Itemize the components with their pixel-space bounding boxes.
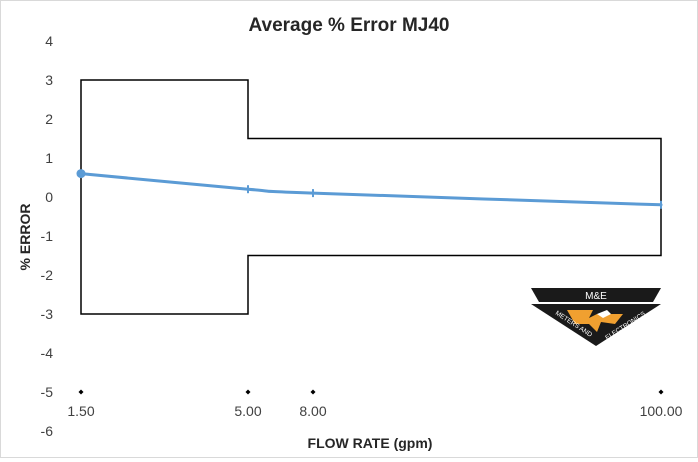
series-layer (76, 169, 663, 209)
x-tick-label: 100.00 (640, 403, 683, 419)
logo-top-text: M&E (585, 291, 607, 302)
tolerance-band (80, 79, 662, 315)
x-tick-label: 1.50 (67, 403, 94, 419)
y-tick-label: 1 (45, 150, 53, 166)
axis-marker-point (245, 389, 251, 395)
tolerance-band-outline (80, 79, 662, 315)
chart-title: Average % Error MJ40 (248, 15, 449, 36)
y-tick-label: -6 (41, 423, 54, 439)
x-axis-label: FLOW RATE (gpm) (308, 435, 433, 451)
logo-top-band (531, 288, 661, 302)
axis-marker-point (310, 389, 316, 395)
y-tick-label: 2 (45, 111, 53, 127)
axis-marker-point (78, 389, 84, 395)
y-tick-label: -2 (41, 267, 54, 283)
series-line (79, 172, 663, 207)
y-tick-label: 4 (45, 33, 53, 49)
axis-marker-point (658, 389, 664, 395)
y-tick-labels: 4 3 2 1 0 -1 -2 -3 -4 -5 -6 (41, 33, 54, 439)
y-tick-label: -5 (41, 384, 54, 400)
axis-markers (78, 389, 664, 395)
x-tick-labels: 1.50 5.00 8.00 100.00 (67, 403, 682, 419)
logo-eagle-head-icon (597, 310, 611, 318)
y-tick-label: -1 (41, 228, 54, 244)
y-tick-label: -4 (41, 345, 54, 361)
y-axis-label: % ERROR (17, 204, 33, 271)
x-tick-label: 8.00 (299, 403, 326, 419)
me-logo: M&E METERS AND ELECTRONICS (531, 288, 661, 346)
logo-eagle-wing-icon (567, 310, 623, 332)
x-tick-label: 5.00 (234, 403, 261, 419)
y-tick-label: -3 (41, 306, 54, 322)
series-point (76, 169, 86, 179)
y-tick-label: 0 (45, 189, 53, 205)
y-tick-label: 3 (45, 72, 53, 88)
